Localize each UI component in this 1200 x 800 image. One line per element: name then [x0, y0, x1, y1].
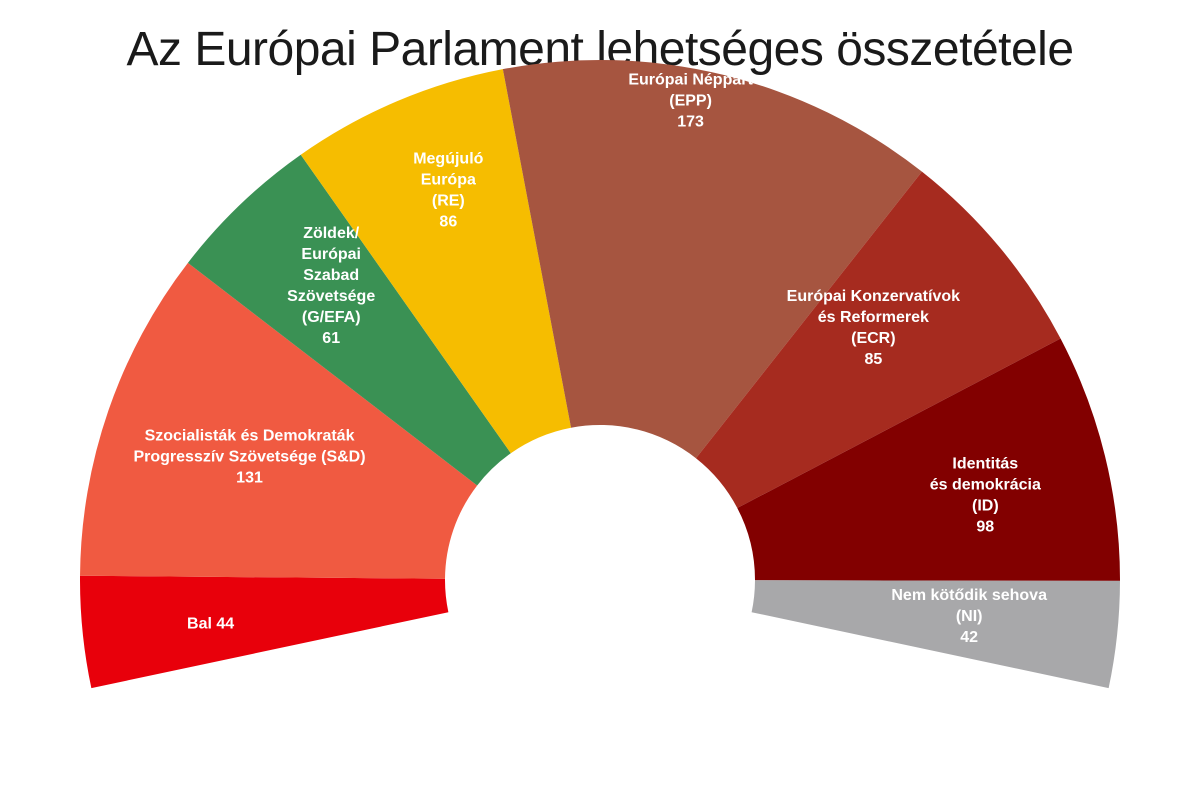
- label-line: Európai Konzervatívok: [787, 288, 960, 305]
- label-line: Szocialisták és Demokraták: [145, 428, 355, 445]
- label-bal: Bal 44: [187, 615, 234, 632]
- label-europai-konzervativok-es-reformerek-ecr: Európai Konzervatívok és Reformerek (ECR) 8…: [787, 288, 960, 368]
- label-line: Szabad: [303, 267, 359, 284]
- label-line: Megújuló: [413, 150, 483, 167]
- label-line: Szövetsége: [287, 288, 375, 305]
- labels-layer: Bal 44 Szocialisták és Demokraták Progress…: [133, 72, 1047, 647]
- label-line: és Reformerek: [818, 309, 929, 326]
- label-zoldek-europai-szabad-szovetsege-g-efa: Zöldek/Európai Szabad Szövetsége (G/EFA) 61: [287, 225, 375, 347]
- label-line: (NI): [956, 608, 983, 625]
- label-europai-neppart-epp: Európai Néppárt (EPP) 173: [628, 72, 753, 131]
- label-line: Európai: [301, 246, 361, 263]
- segment-zoldek-europai-szabad-szovetsege-g-efa: [187, 154, 511, 486]
- label-line: (ECR): [851, 330, 895, 347]
- label-line: 85: [864, 351, 882, 368]
- label-line: (G/EFA): [302, 309, 361, 326]
- label-line: Progresszív Szövetsége (S&D): [133, 449, 365, 466]
- segment-megujulo-europa-re: [300, 69, 572, 454]
- label-line: Európai Néppárt: [628, 72, 753, 89]
- label-line: Európa: [421, 171, 476, 188]
- segment-europai-konzervativok-es-reformerek-ecr: [695, 171, 1061, 509]
- label-line: 42: [960, 629, 978, 646]
- label-line: 86: [439, 213, 457, 230]
- label-szocialistak-es-demokratak-progressziv-szovetsege-s-d: Szocialisták és Demokraták Progresszív Sz…: [133, 428, 365, 487]
- segment-identitas-es-demokracia-id: [737, 338, 1121, 581]
- segments-layer: [80, 59, 1121, 689]
- label-megujulo-europa-re: Megújuló Európa (RE) 86: [413, 150, 483, 230]
- segment-nem-kotodik-sehova-ni: [751, 580, 1120, 689]
- label-line: 173: [677, 114, 704, 131]
- segment-bal: [80, 575, 449, 689]
- label-line: Zöldek/: [303, 225, 360, 242]
- label-line: (ID): [972, 498, 999, 515]
- segment-szocialistak-es-demokratak-progressziv-szovetsege-s-d: [80, 262, 478, 579]
- label-line: 98: [976, 519, 994, 536]
- label-line: 131: [236, 470, 263, 487]
- label-nem-kotodik-sehova-ni: Nem kötődik sehova (NI) 42: [891, 587, 1047, 646]
- label-line: és demokrácia: [930, 477, 1041, 494]
- label-line: Nem kötődik sehova: [891, 587, 1047, 604]
- label-identitas-es-demokracia-id: Identitás és demokrácia (ID) 98: [930, 456, 1041, 536]
- segment-europai-neppart-epp: [502, 59, 922, 459]
- label-line: (EPP): [669, 93, 712, 110]
- label-line: 61: [322, 330, 340, 347]
- label-line: Bal 44: [187, 615, 234, 632]
- label-line: (RE): [432, 192, 465, 209]
- label-line: Identitás: [952, 456, 1018, 473]
